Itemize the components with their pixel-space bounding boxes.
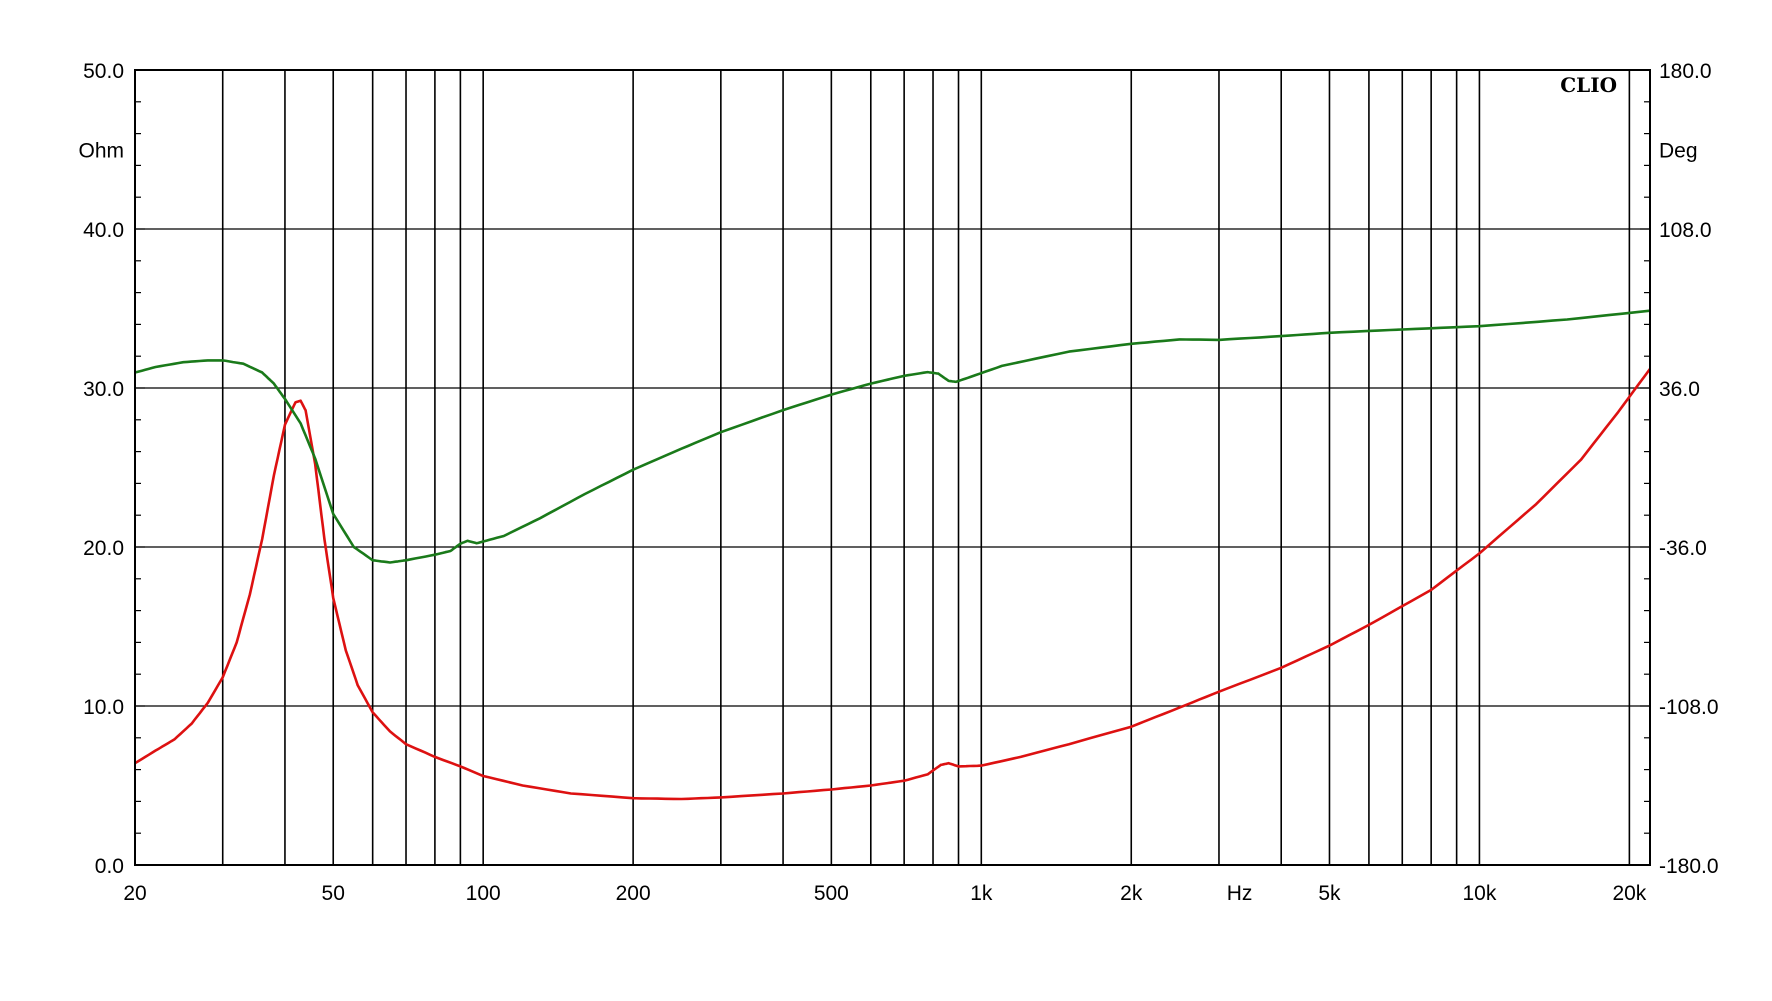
y-right-tick-label: -180.0 (1659, 855, 1719, 878)
impedance-curve (134, 368, 1652, 801)
y-right-tick-label: -108.0 (1659, 696, 1719, 719)
x-tick-label: 500 (814, 882, 849, 905)
x-tick-label: 2k (1120, 882, 1143, 905)
y-right-unit-label: Deg (1659, 140, 1698, 163)
y-left-tick-label: 0.0 (95, 855, 124, 878)
x-tick-label: 10k (1463, 882, 1497, 905)
plot-frame (134, 69, 1651, 866)
y-right-tick-label: -36.0 (1659, 537, 1707, 560)
phase-curve (134, 309, 1651, 564)
series-layer (134, 309, 1652, 801)
y-left-tick-label: 30.0 (83, 378, 124, 401)
y-left-unit-label: Ohm (78, 140, 124, 163)
y-left-tick-label: 10.0 (83, 696, 124, 719)
x-tick-label: 200 (616, 882, 651, 905)
x-unit-label: Hz (1227, 882, 1253, 905)
y-right-tick-label: 36.0 (1659, 378, 1700, 401)
x-tick-label: 50 (322, 882, 345, 905)
x-tick-label: 20k (1612, 882, 1646, 905)
grid (135, 69, 1650, 866)
x-tick-label: 1k (970, 882, 993, 905)
y-left-tick-label: 40.0 (83, 219, 124, 242)
y-left-tick-label: 20.0 (83, 537, 124, 560)
axis-labels: 20 50 100 200 500 1k 2k 5k 10k 20k Hz 0.0 10.0 20.0 30… (78, 60, 1718, 905)
x-tick-label: 5k (1318, 882, 1341, 905)
y-right-tick-label: 180.0 (1659, 60, 1712, 83)
y-left-tick-label: 50.0 (83, 60, 124, 83)
plot-background (135, 70, 1650, 865)
x-tick-label: 20 (123, 882, 146, 905)
x-tick-label: 100 (466, 882, 501, 905)
y-right-tick-label: 108.0 (1659, 219, 1712, 242)
brand-label: CLIO (1560, 73, 1617, 97)
